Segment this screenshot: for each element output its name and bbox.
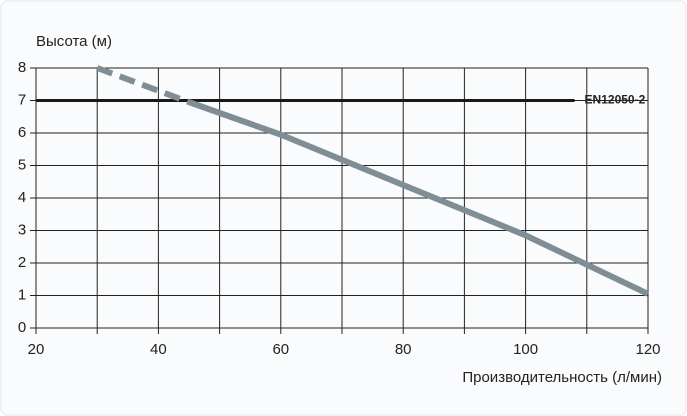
y-tick-label: 1 — [18, 286, 26, 303]
x-tick-label: 120 — [635, 341, 660, 358]
x-tick-label: 60 — [272, 341, 289, 358]
y-tick-label: 6 — [18, 124, 26, 141]
y-tick-label: 2 — [18, 254, 26, 271]
y-tick-label: 8 — [18, 59, 26, 76]
x-axis-label: Производительность (л/мин) — [462, 369, 662, 386]
x-tick-label: 80 — [395, 341, 412, 358]
x-tick-label: 20 — [28, 341, 45, 358]
y-tick-label: 0 — [18, 319, 26, 336]
line — [96, 65, 191, 105]
y-axis-label: Высота (м) — [36, 33, 112, 50]
x-tick-label: 100 — [513, 341, 538, 358]
y-tick-label: 5 — [18, 156, 26, 173]
y-tick-label: 4 — [18, 189, 26, 206]
line — [187, 99, 650, 297]
y-tick-label: 3 — [18, 221, 26, 238]
x-tick-label: 40 — [150, 341, 167, 358]
reference-label: EN12050-2 — [585, 93, 646, 107]
y-tick-label: 7 — [18, 91, 26, 108]
